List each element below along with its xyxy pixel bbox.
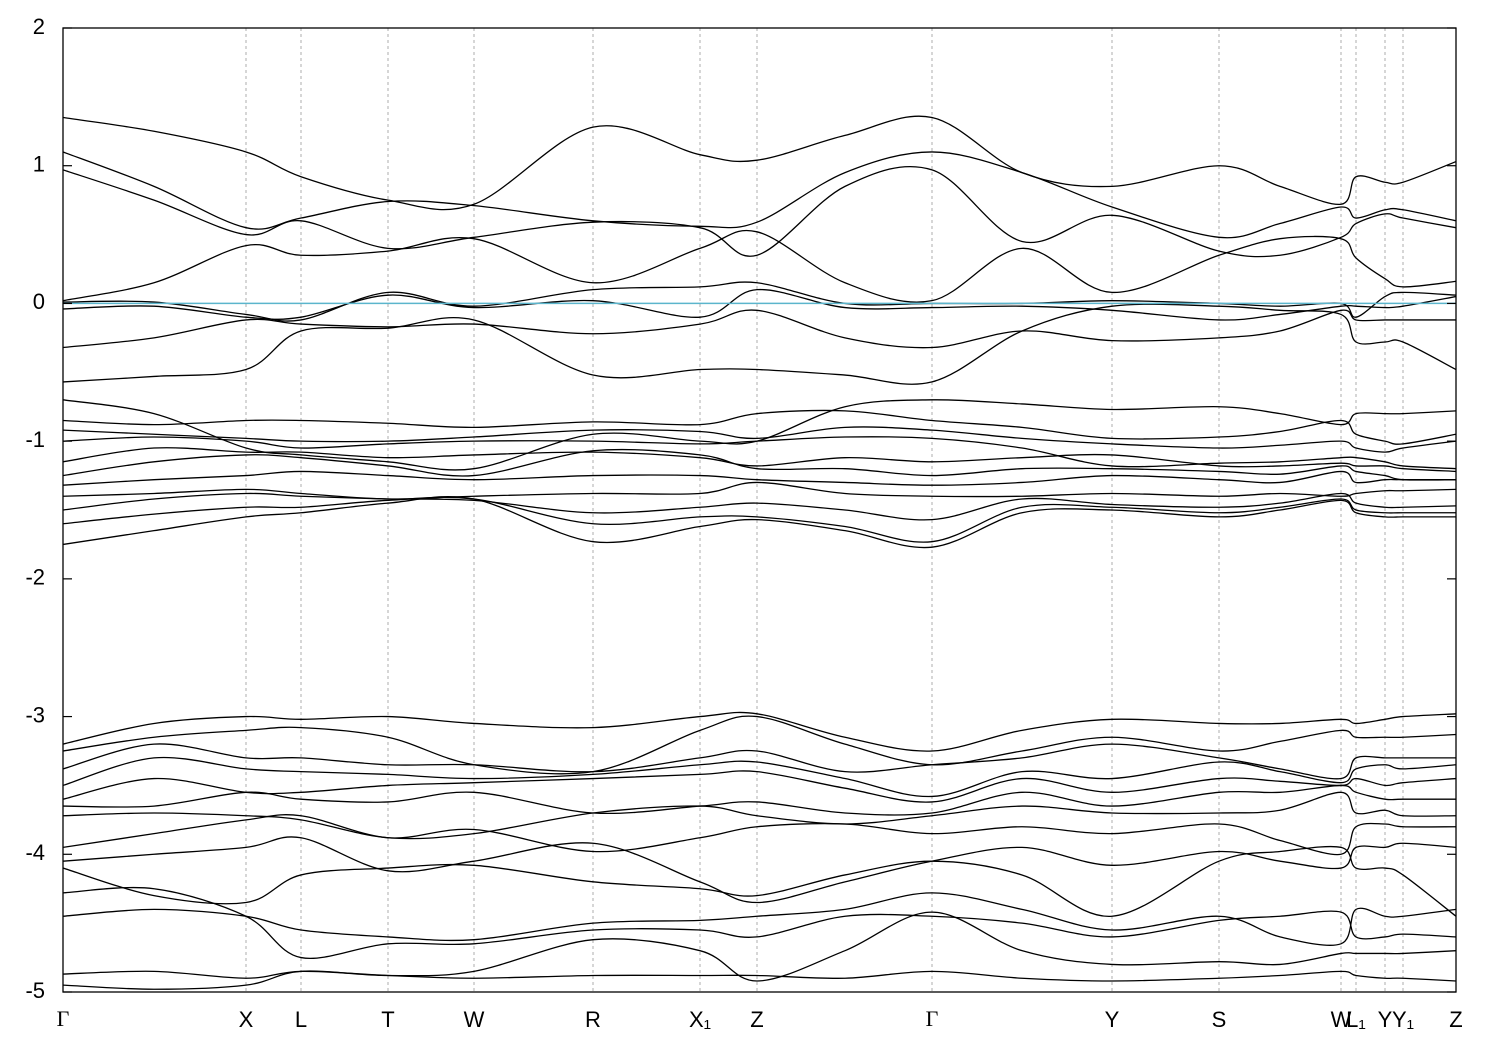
x-tick-label: W xyxy=(1331,1007,1352,1032)
band-line xyxy=(63,229,1456,303)
y-tick-label: -5 xyxy=(25,978,45,1003)
band-line xyxy=(63,447,1456,473)
y-tick-label: 2 xyxy=(33,14,45,39)
y-tick-label: -4 xyxy=(25,840,45,865)
band-line xyxy=(63,892,1456,946)
x-tick-label: Y xyxy=(1378,1007,1393,1032)
band-line xyxy=(63,470,1456,486)
x-tick-label: R xyxy=(585,1007,601,1032)
grid xyxy=(62,28,1457,992)
band-line xyxy=(63,756,1456,798)
band-line xyxy=(63,289,1456,321)
y-tick-label: -1 xyxy=(25,427,45,452)
x-tick-label: X xyxy=(239,1007,254,1032)
x-tick-label: L xyxy=(295,1007,307,1032)
band-line xyxy=(63,715,1456,775)
band-line xyxy=(63,836,1456,904)
band-line xyxy=(63,492,1456,521)
band-line xyxy=(63,814,1456,856)
band-line xyxy=(63,886,1456,960)
band-line xyxy=(63,496,1456,543)
band-line xyxy=(63,711,1456,752)
x-tick-label: Z xyxy=(1449,1007,1462,1032)
x-tick-label: Y xyxy=(1105,1007,1120,1032)
bands xyxy=(63,115,1456,990)
band-line xyxy=(63,743,1456,780)
band-line xyxy=(63,911,1456,990)
y-tick-label: -2 xyxy=(25,565,45,590)
band-line xyxy=(63,495,1456,549)
band-line xyxy=(63,309,1456,349)
x-tick-label: Y₁ xyxy=(1392,1007,1414,1032)
band-line xyxy=(63,303,1456,385)
band-line xyxy=(63,784,1456,816)
x-tick-label: Γ xyxy=(926,1006,939,1031)
x-tick-label: T xyxy=(381,1007,394,1032)
band-line xyxy=(63,409,1456,445)
band-line xyxy=(63,399,1456,471)
plot-frame xyxy=(62,27,1457,993)
band-line xyxy=(63,151,1456,239)
band-line xyxy=(63,436,1456,470)
band-line xyxy=(63,166,1456,258)
y-tick-label: 0 xyxy=(33,289,45,314)
band-line xyxy=(63,481,1456,500)
x-tick-label: Z xyxy=(750,1007,763,1032)
band-line xyxy=(63,770,1456,803)
band-line xyxy=(63,448,1456,481)
y-tick-label: -3 xyxy=(25,702,45,727)
x-tick-label: W xyxy=(464,1007,485,1032)
y-tick-label: 1 xyxy=(33,152,45,177)
x-tick-label: Γ xyxy=(57,1006,70,1031)
x-tick-label: X₁ xyxy=(689,1007,711,1032)
x-tick-label: S xyxy=(1212,1007,1227,1032)
x-tick-label: L₁ xyxy=(1346,1007,1366,1032)
band-line xyxy=(63,426,1456,453)
band-line xyxy=(63,281,1456,322)
band-line xyxy=(63,845,1456,917)
band-line xyxy=(63,115,1456,211)
band-line xyxy=(63,970,1456,982)
